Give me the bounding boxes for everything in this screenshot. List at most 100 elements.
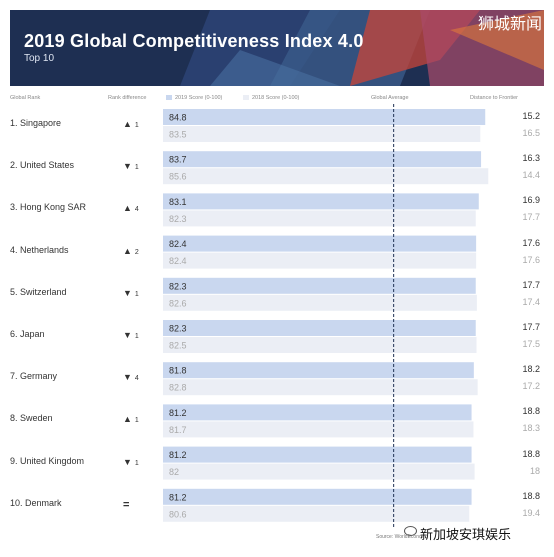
distance-2019: 15.2 (522, 111, 540, 121)
distance-2018: 18.3 (522, 423, 540, 434)
rank-diff: ▼ 4 (123, 372, 139, 382)
equal-icon: = (123, 498, 130, 511)
rank-diff: ▲ 1 (123, 414, 139, 424)
source-note: Source: WorldEcono... (376, 534, 426, 540)
arrow-down-icon: ▼ (123, 161, 132, 172)
rank-diff-value: 1 (134, 290, 139, 298)
bar-2019 (163, 109, 486, 125)
distance-2018: 19.4 (522, 507, 540, 518)
rank-diff-value: 1 (134, 333, 139, 340)
rank-label: 10. Denmark (10, 497, 62, 508)
arrow-down-icon: ▼ (123, 456, 132, 467)
distance-2018: 17.6 (522, 254, 540, 265)
distance-2019: 17.6 (522, 237, 540, 248)
rank-diff: ▼ 1 (123, 161, 139, 171)
arrow-down-icon: ▼ (123, 330, 132, 340)
value-label-2018: 82.5 (169, 341, 187, 351)
bar-2018 (163, 126, 481, 142)
value-label-2018: 82 (169, 467, 179, 477)
value-label-2018: 81.7 (169, 425, 187, 435)
legend-2018: 2018 Score (0-100) (243, 95, 299, 101)
banner-graphic (10, 10, 544, 86)
rank-label: 8. Sweden (10, 413, 53, 424)
rank-diff: ▼ 1 (123, 288, 139, 298)
rank-diff: ▲ 4 (123, 203, 139, 213)
rank-label: 5. Switzerland (10, 286, 67, 297)
rank-label: 7. Germany (10, 371, 58, 382)
col-header-diff: Rank difference (108, 95, 147, 101)
value-label-2019: 81.2 (169, 450, 187, 460)
watermark-bottom: 新加坡安琪娱乐 (420, 528, 512, 543)
col-header-rank: Global Rank (10, 95, 41, 101)
bar-2019 (163, 446, 472, 463)
rank-diff: ▼ 1 (123, 330, 139, 340)
value-label-2018: 82.6 (169, 298, 187, 308)
rank-diff: = (123, 499, 132, 511)
bar-2019 (163, 488, 472, 505)
rank-diff: ▲ 1 (123, 119, 139, 129)
col-header-distance: Distance to Frontier (470, 95, 518, 101)
distance-2019: 16.9 (522, 195, 540, 206)
value-label-2018: 82.8 (169, 383, 187, 393)
legend-2019: 2019 Score (0-100) (166, 95, 222, 101)
distance-2019: 17.7 (522, 322, 540, 332)
distance-2018: 17.7 (522, 212, 540, 223)
arrow-up-icon: ▲ (123, 119, 132, 129)
distance-2019: 18.8 (522, 490, 540, 501)
value-label-2018: 82.3 (169, 214, 187, 224)
value-label-2019: 84.8 (169, 113, 187, 123)
title-banner: 2019 Global Competitiveness Index 4.0 To… (10, 10, 544, 86)
bar-2019 (163, 404, 472, 421)
watermark-top: 狮城新闻 (477, 14, 542, 33)
distance-2018: 18 (529, 465, 540, 476)
chat-bubble-icon (404, 526, 417, 536)
value-label-2019: 81.8 (169, 366, 187, 376)
rank-diff-value: 4 (134, 206, 139, 214)
distance-2018: 14.4 (522, 170, 540, 181)
value-label-2018: 80.6 (169, 509, 187, 519)
value-label-2019: 82.3 (169, 324, 187, 334)
rank-diff-value: 1 (134, 459, 139, 467)
value-label-2018: 82.4 (169, 256, 187, 266)
bar-2019 (163, 362, 474, 379)
bar-2019 (163, 235, 477, 252)
arrow-down-icon: ▼ (123, 287, 132, 298)
value-label-2019: 81.2 (169, 408, 187, 418)
bar-2018 (163, 252, 477, 269)
bar-2018 (163, 421, 474, 438)
bar-2018 (163, 294, 477, 311)
value-label-2018: 83.5 (169, 130, 187, 140)
rank-diff: ▼ 1 (123, 457, 139, 467)
rank-diff-value: 1 (134, 122, 139, 129)
distance-2018: 17.4 (522, 296, 540, 307)
rank-label: 3. Hong Kong SAR (10, 202, 87, 213)
rank-diff: ▲ 2 (123, 246, 139, 256)
rank-label: 1. Singapore (10, 118, 62, 128)
value-label-2019: 82.3 (169, 281, 187, 291)
rank-label: 2. United States (10, 160, 75, 171)
legend-2019-swatch (166, 95, 172, 100)
bar-2018 (163, 505, 470, 522)
rank-diff-value: 1 (134, 417, 139, 425)
arrow-up-icon: ▲ (123, 414, 132, 425)
rank-diff-value: 1 (134, 164, 139, 172)
value-label-2018: 85.6 (169, 172, 187, 182)
arrow-down-icon: ▼ (123, 372, 132, 383)
distance-2019: 18.2 (522, 364, 540, 375)
bar-2018 (163, 210, 476, 227)
distance-2019: 18.8 (522, 448, 540, 459)
bar-2018 (163, 379, 478, 396)
rank-label: 4. Netherlands (10, 244, 69, 255)
value-label-2019: 81.2 (169, 492, 187, 502)
chart-title: 2019 Global Competitiveness Index 4.0 (24, 31, 364, 51)
arrow-up-icon: ▲ (123, 203, 132, 214)
bar-2018 (163, 168, 489, 185)
value-label-2019: 82.4 (169, 239, 187, 249)
value-label-2019: 83.1 (169, 197, 187, 207)
chart-subtitle: Top 10 (24, 53, 55, 64)
distance-2018: 17.2 (522, 381, 540, 392)
rank-label: 9. United Kingdom (10, 455, 85, 466)
rank-diff-value: 4 (134, 375, 139, 383)
bar-2018 (163, 337, 477, 353)
